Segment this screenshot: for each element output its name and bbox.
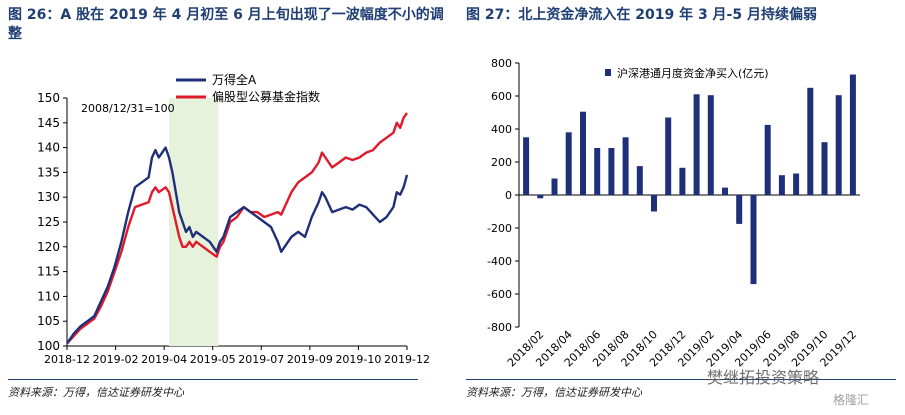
bar bbox=[835, 95, 842, 195]
y-tick-label: 120 bbox=[37, 240, 60, 254]
x-tick-label: 2019-05 bbox=[190, 353, 236, 366]
x-tick-label: 2019-12 bbox=[384, 353, 430, 366]
bar bbox=[580, 111, 586, 195]
y-tick-label: 130 bbox=[37, 190, 60, 204]
x-tick-label: 2019-10 bbox=[335, 353, 381, 366]
y-tick-label: 125 bbox=[37, 215, 60, 229]
y-tick-label: 150 bbox=[37, 91, 60, 105]
y-tick-label: 100 bbox=[37, 339, 60, 353]
left-source-rule bbox=[8, 379, 418, 380]
legend-label: 沪深港通月度资金净买入(亿元) bbox=[617, 66, 769, 80]
y-tick-label: 400 bbox=[491, 123, 512, 136]
series-line bbox=[66, 146, 409, 345]
legend-label: 偏股型公募基金指数 bbox=[212, 89, 320, 104]
x-tick-label: 2019-09 bbox=[287, 353, 333, 366]
x-tick-label: 2018-12 bbox=[44, 353, 90, 366]
y-tick-label: 115 bbox=[37, 265, 60, 279]
y-tick-label: 800 bbox=[491, 57, 512, 70]
bar-chart-axes: -800-600-400-20002004006008002018/022018… bbox=[487, 57, 860, 369]
shaded-period bbox=[169, 98, 219, 346]
bar bbox=[707, 95, 714, 195]
legend-swatch bbox=[605, 69, 611, 76]
bar-chart: -800-600-400-20002004006008002018/022018… bbox=[487, 57, 860, 369]
y-tick-label: 140 bbox=[37, 141, 60, 155]
y-tick-label: 145 bbox=[37, 116, 60, 130]
right-source-note: 资料来源：万得，信达证券研发中心 bbox=[466, 386, 642, 399]
y-tick-label: 600 bbox=[491, 90, 512, 103]
bar bbox=[821, 142, 828, 195]
legend-label: 万得全A bbox=[212, 72, 257, 87]
y-tick-label: 200 bbox=[491, 156, 512, 169]
line-chart-annotation: 2008/12/31=100 bbox=[81, 102, 175, 115]
watermark-text: 樊继拓投资策略 bbox=[707, 368, 820, 387]
series-line bbox=[66, 112, 408, 345]
bar bbox=[679, 167, 686, 195]
bar bbox=[594, 148, 601, 195]
line-chart-series bbox=[66, 112, 409, 345]
line-chart: 100 105 110 115 120 125 130 135 140 145 150 2018-12… bbox=[37, 72, 430, 366]
left-chart-title: 图 26：A 股在 2019 年 4 月初至 6 月上旬出现了一波幅度不小的调整 bbox=[8, 7, 444, 42]
right-chart-title: 图 27：北上资金净流入在 2019 年 3 月-5 月持续偏弱 bbox=[466, 7, 817, 23]
bar bbox=[693, 94, 700, 195]
x-tick-label: 2019-02 bbox=[93, 353, 139, 366]
y-tick-label: 105 bbox=[37, 314, 60, 328]
bar bbox=[551, 178, 558, 195]
watermark-logo: 格隆汇 bbox=[833, 393, 870, 407]
y-tick-label: 110 bbox=[37, 289, 60, 303]
x-tick-label: 2019-07 bbox=[238, 353, 284, 366]
bar-chart-legend: 沪深港通月度资金净买入(亿元) bbox=[605, 66, 769, 80]
left-source-note: 资料来源：万得，信达证券研发中心 bbox=[8, 386, 184, 399]
bar bbox=[849, 74, 856, 195]
bar bbox=[565, 132, 572, 195]
bar bbox=[636, 166, 643, 195]
bar bbox=[665, 117, 672, 195]
right-source-rule bbox=[466, 379, 896, 380]
bar bbox=[722, 187, 728, 195]
line-chart-shaded-period bbox=[169, 98, 219, 346]
y-tick-label: -600 bbox=[487, 288, 512, 301]
y-tick-label: 0 bbox=[505, 189, 512, 202]
bar bbox=[778, 175, 785, 195]
bar bbox=[750, 195, 757, 285]
y-tick-label: -400 bbox=[487, 255, 512, 268]
line-chart-legend: 万得全A 偏股型公募基金指数 bbox=[176, 72, 320, 104]
bar bbox=[807, 87, 814, 196]
bar bbox=[537, 195, 544, 199]
bar-chart-bars bbox=[523, 74, 856, 285]
y-tick-label: -800 bbox=[487, 321, 512, 334]
bar bbox=[764, 124, 771, 195]
y-tick-label: 135 bbox=[37, 165, 60, 179]
bar bbox=[793, 173, 800, 195]
bar bbox=[736, 195, 743, 224]
y-tick-label: -200 bbox=[487, 222, 512, 235]
x-tick-label: 2019-04 bbox=[141, 353, 187, 366]
bar bbox=[651, 195, 657, 212]
bar bbox=[608, 148, 615, 195]
line-chart-axes: 100 105 110 115 120 125 130 135 140 145 150 2018-12… bbox=[37, 91, 430, 366]
bar bbox=[622, 137, 629, 196]
bar bbox=[523, 137, 530, 196]
